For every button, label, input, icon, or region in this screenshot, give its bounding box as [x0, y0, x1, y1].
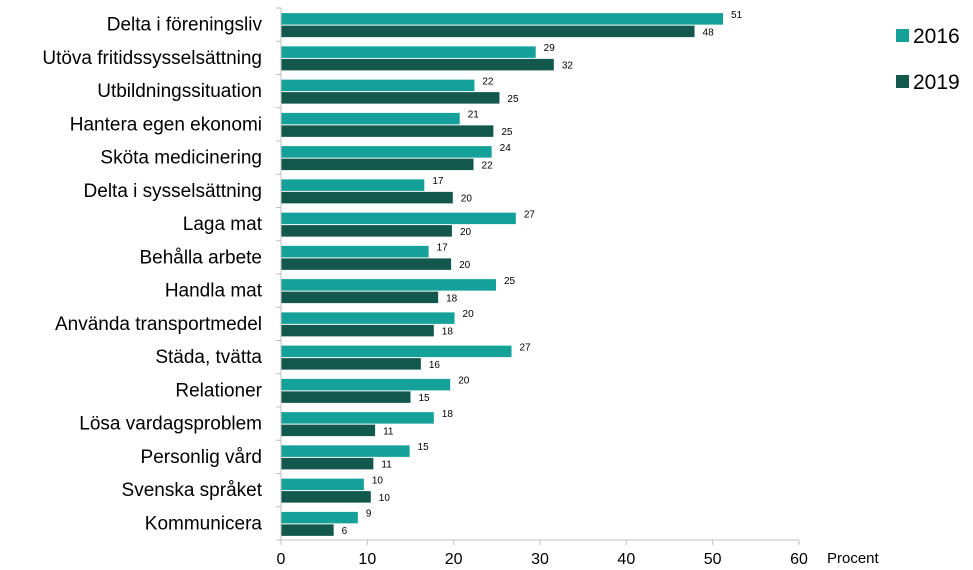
legend: 2016 2019: [896, 25, 960, 94]
bar-2016: [281, 112, 460, 125]
data-label: 48: [703, 27, 715, 38]
bar-2016: [281, 511, 358, 524]
category-label: Lösa vardagsproblem: [79, 414, 262, 435]
category-label: Personlig vård: [141, 447, 262, 468]
data-label: 10: [379, 493, 391, 504]
data-label: 22: [482, 160, 494, 171]
category-label: Använda transportmedel: [55, 314, 262, 335]
bar-2019: [281, 358, 421, 370]
category-label: Städa, tvätta: [155, 347, 262, 368]
legend-swatch-2016: [896, 29, 909, 42]
category-label: Sköta medicinering: [100, 148, 262, 169]
bar-2016: [281, 279, 496, 291]
data-label: 17: [432, 176, 444, 187]
bar-2019: [281, 491, 371, 503]
bar-2019: [281, 324, 434, 337]
data-label: 20: [463, 309, 475, 320]
category-label: Laga mat: [183, 214, 263, 235]
data-label: 32: [562, 61, 574, 72]
data-label: 25: [507, 94, 519, 105]
data-label: 25: [501, 127, 513, 138]
x-tick-label: 20: [445, 551, 463, 568]
bars-layer: [281, 13, 724, 536]
data-label: 24: [500, 143, 512, 154]
bar-2019: [281, 524, 334, 536]
category-label: Delta i sysselsättning: [84, 181, 262, 202]
legend-label: 2016: [913, 25, 960, 48]
bar-2016: [281, 245, 429, 258]
data-label: 17: [437, 243, 449, 254]
legend-label: 2019: [913, 71, 960, 94]
bar-2016: [281, 478, 364, 491]
bar-2016: [281, 146, 492, 158]
data-label: 15: [419, 393, 431, 404]
data-label: 15: [418, 442, 430, 453]
x-tick-label: 40: [617, 551, 635, 568]
category-label: Handla mat: [165, 281, 263, 302]
bar-2019: [281, 158, 474, 171]
data-label: 11: [381, 460, 392, 471]
data-label: 20: [459, 260, 471, 271]
data-label: 9: [366, 509, 372, 520]
bar-2016: [281, 179, 425, 191]
bar-2016: [281, 13, 724, 25]
bar-2019: [281, 291, 439, 304]
bar-2016: [281, 79, 475, 92]
x-axis: 0 10 20 30 40 50 60: [276, 7, 808, 568]
data-label: 18: [442, 327, 454, 338]
x-tick-label: 50: [704, 551, 722, 568]
bar-2019: [281, 225, 452, 237]
data-label: 29: [544, 43, 556, 54]
data-label: 21: [468, 110, 480, 121]
data-label: 6: [342, 526, 348, 537]
data-label: 11: [383, 426, 394, 437]
x-tick-label: 0: [277, 551, 286, 568]
category-label: Utbildningssituation: [97, 81, 262, 102]
bar-2016: [281, 445, 410, 457]
data-label: 20: [458, 376, 470, 387]
data-label: 18: [446, 293, 458, 304]
category-label: Utöva fritidssysselsättning: [42, 48, 262, 69]
bar-2019: [281, 191, 453, 204]
bar-2019: [281, 92, 500, 104]
bar-2016: [281, 312, 455, 324]
data-label: 20: [461, 194, 473, 205]
category-label: Relationer: [175, 380, 262, 401]
data-label: 22: [482, 76, 494, 87]
category-labels-layer: Delta i föreningsliv Utöva fritidssyssels…: [42, 15, 262, 535]
bar-2019: [281, 58, 554, 71]
x-tick-label: 60: [790, 551, 808, 568]
bar-2016: [281, 378, 451, 391]
data-label: 20: [460, 227, 472, 238]
x-tick-label: 10: [358, 551, 376, 568]
bar-2016: [281, 345, 512, 358]
data-label: 16: [429, 360, 441, 371]
data-label: 10: [372, 475, 384, 486]
category-label: Svenska språket: [122, 480, 263, 501]
bar-2019: [281, 125, 494, 137]
x-axis-label: Procent: [827, 550, 880, 567]
data-label: 27: [524, 209, 536, 220]
data-label: 51: [731, 10, 743, 21]
bar-2016: [281, 46, 536, 58]
category-label: Delta i föreningsliv: [107, 15, 263, 36]
bar-2016: [281, 212, 516, 225]
data-label: 27: [520, 342, 532, 353]
category-label: Kommunicera: [145, 513, 263, 534]
data-label: 18: [442, 409, 454, 420]
x-tick-label: 30: [531, 551, 549, 568]
data-label: 25: [504, 276, 516, 287]
bar-2019: [281, 457, 374, 470]
bar-2019: [281, 424, 376, 437]
legend-swatch-2019: [896, 75, 909, 88]
bar-2016: [281, 412, 434, 424]
value-labels-layer: 51 48 29 32 22 25 21 25 24 22 17 20 27 20 17 20 25 18 20 18…: [342, 10, 743, 537]
category-label: Hantera egen ekonomi: [70, 114, 262, 135]
bar-2019: [281, 25, 695, 38]
category-label: Behålla arbete: [139, 247, 262, 268]
bar-2019: [281, 258, 452, 270]
bar-2019: [281, 391, 411, 403]
